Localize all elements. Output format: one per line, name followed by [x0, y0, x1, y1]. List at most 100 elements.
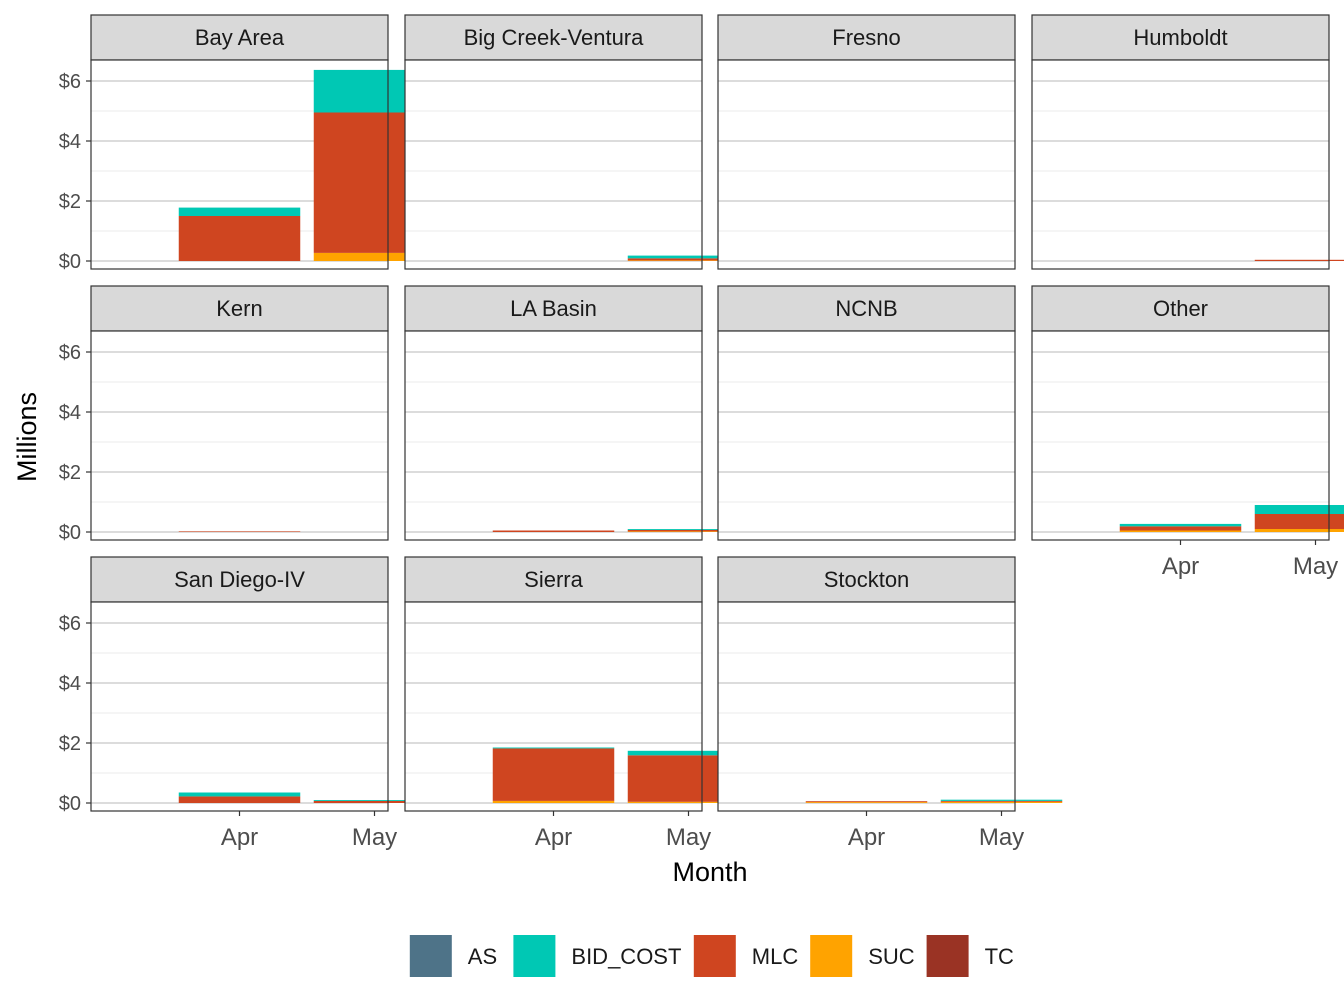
x-tick-label: Apr: [1162, 553, 1199, 580]
panel-background: [718, 602, 1015, 811]
x-tick-label: May: [666, 824, 711, 851]
bar-stockton-apr-suc: [805, 802, 928, 803]
bar-other-may-mlc: [1254, 514, 1344, 529]
legend-key-tc: [926, 935, 969, 977]
panel-background: [718, 331, 1015, 540]
bar-stockton-may-mlc: [940, 800, 1063, 802]
y-tick-label: $6: [59, 342, 81, 364]
facet-other: Other Apr May: [1031, 285, 1344, 580]
facet-title: Bay Area: [195, 25, 285, 50]
facet-strip: [90, 14, 389, 61]
bar-sierra-apr-bid_cost: [492, 747, 615, 749]
panel-border: [1031, 59, 1330, 270]
panel-border: [717, 59, 1016, 270]
bar-other-may-suc: [1254, 529, 1344, 532]
y-tick-label: $6: [59, 71, 81, 93]
facet-strip: [717, 14, 1016, 61]
panel-background: [1032, 60, 1329, 269]
y-axis-title: Millions: [12, 392, 42, 482]
bar-san-diego-iv-may-bid_cost: [313, 800, 436, 801]
facet-bay-area: Bay Area $0 $2 $4 $6: [59, 14, 436, 273]
y-tick-label: $2: [59, 462, 81, 484]
facet-stockton: Stockton Apr May: [717, 556, 1063, 851]
bar-san-diego-iv-apr-bid_cost: [178, 792, 301, 797]
x-tick-label: May: [1293, 553, 1338, 580]
y-tick-label: $2: [59, 191, 81, 213]
x-tick-label: May: [979, 824, 1024, 851]
bar-kern-apr-mlc: [178, 531, 301, 532]
x-tick-label: Apr: [848, 824, 885, 851]
x-axis-title: Month: [672, 857, 747, 887]
y-tick-label: $0: [59, 522, 81, 544]
facet-strip: [404, 285, 703, 332]
panel-background: [718, 60, 1015, 269]
bar-bay-area-may-suc: [313, 252, 436, 261]
panel-border: [90, 330, 389, 541]
bar-sierra-may-suc: [627, 801, 750, 803]
facet-strip: [1031, 14, 1330, 61]
panel-border: [404, 330, 703, 541]
legend-label: TC: [985, 944, 1014, 969]
x-tick-label: Apr: [535, 824, 572, 851]
legend-key-as: [409, 935, 452, 977]
bar-la-basin-may-suc: [627, 531, 750, 532]
y-tick-label: $4: [59, 131, 81, 153]
facet-strip: [1031, 285, 1330, 332]
facet-ncnb: NCNB: [717, 285, 1016, 541]
bar-sierra-apr-suc: [492, 800, 615, 803]
bar-stockton-may-suc: [940, 801, 1063, 803]
legend-key-bid-cost: [513, 935, 556, 977]
bar-big-creek-ventura-may-mlc: [627, 258, 750, 261]
facet-title: Big Creek-Ventura: [464, 25, 645, 50]
facet-title: Fresno: [832, 25, 900, 50]
y-tick-label: $0: [59, 793, 81, 815]
bar-other-apr-suc: [1119, 530, 1242, 532]
x-tick-label: Apr: [221, 824, 258, 851]
legend-label: AS: [468, 944, 497, 969]
y-tick-label: $2: [59, 733, 81, 755]
facet-strip: [717, 556, 1016, 603]
y-tick-label: $6: [59, 613, 81, 635]
bar-san-diego-iv-apr-mlc: [178, 796, 301, 803]
facet-title: Other: [1153, 296, 1208, 321]
legend-item-mlc: MLC: [693, 935, 798, 977]
facet-panels: Bay Area $0 $2 $4 $6 Big Creek-Ventura Fresno H…: [59, 14, 1344, 851]
facet-strip: [717, 285, 1016, 332]
y-tick-label: $4: [59, 402, 81, 424]
facet-kern: Kern $0 $2 $4 $6: [59, 285, 389, 544]
facet-title: San Diego-IV: [174, 567, 305, 592]
bar-la-basin-may-mlc: [627, 529, 750, 532]
bar-la-basin-may-bid_cost: [627, 529, 750, 530]
facet-fresno: Fresno: [717, 14, 1016, 270]
bar-stockton-apr-mlc: [805, 801, 928, 803]
facet-strip: [90, 556, 389, 603]
bar-big-creek-ventura-may-bid_cost: [627, 255, 750, 259]
bar-sierra-apr-mlc: [492, 748, 615, 801]
y-tick-label: $0: [59, 251, 81, 273]
bar-other-may-bid_cost: [1254, 505, 1344, 514]
bar-other-apr-mlc: [1119, 526, 1242, 531]
x-tick-label: May: [352, 824, 397, 851]
panel-background: [91, 331, 388, 540]
facet-title: Humboldt: [1133, 25, 1227, 50]
legend-item-as: AS: [409, 935, 497, 977]
facet-title: Kern: [216, 296, 262, 321]
bar-san-diego-iv-may-mlc: [313, 800, 436, 803]
panel-background: [91, 602, 388, 811]
bar-bay-area-apr-bid_cost: [178, 207, 301, 216]
bar-other-apr-bid_cost: [1119, 523, 1242, 527]
legend: AS BID_COST MLC SUC TC: [409, 935, 1014, 977]
facet-strip: [90, 285, 389, 332]
legend-item-tc: TC: [926, 935, 1014, 977]
panel-background: [405, 331, 702, 540]
facet-title: NCNB: [835, 296, 897, 321]
bar-stockton-may-bid_cost: [940, 799, 1063, 801]
facet-strip: [404, 556, 703, 603]
legend-label: BID_COST: [571, 944, 681, 969]
panel-border: [717, 330, 1016, 541]
legend-label: SUC: [868, 944, 915, 969]
legend-item-bid-cost: BID_COST: [513, 935, 681, 977]
bar-humboldt-may-mlc: [1254, 259, 1344, 261]
legend-item-suc: SUC: [810, 935, 915, 977]
